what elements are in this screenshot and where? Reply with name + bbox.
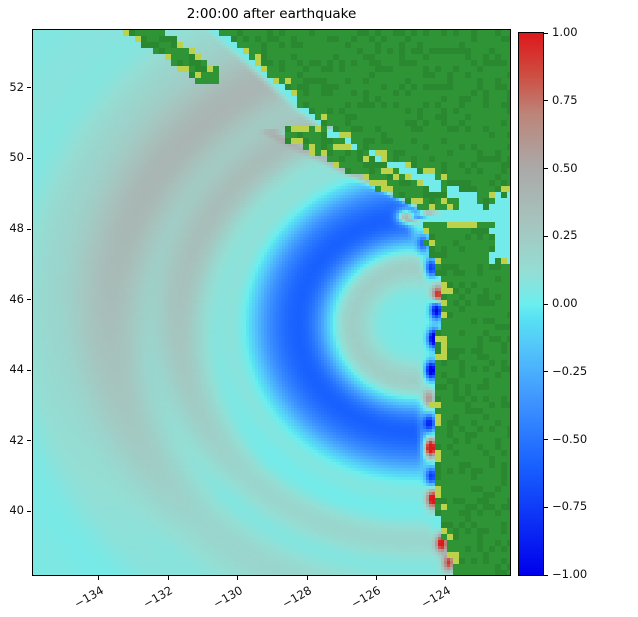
y-tick: [27, 369, 31, 371]
x-tick: [237, 576, 239, 580]
x-tick-label: −132: [140, 583, 176, 611]
colorbar-tick-label: −0.50: [552, 431, 588, 446]
colorbar-tick-label: 0.00: [552, 296, 578, 310]
colorbar-canvas: [518, 32, 544, 576]
x-tick: [306, 576, 308, 580]
colorbar-tick: [544, 32, 548, 34]
colorbar-tick-label: −0.75: [552, 499, 588, 514]
colorbar-tick-label: 0.25: [552, 228, 578, 243]
x-tick-label: −126: [349, 583, 384, 611]
colorbar-tick-label: 1.00: [552, 25, 578, 39]
colorbar-tick-label: 0.75: [552, 92, 578, 107]
colorbar-tick-label: 0.50: [552, 160, 578, 175]
colorbar-tick: [544, 574, 548, 576]
y-tick-label: 50: [9, 150, 24, 165]
colorbar-tick: [544, 168, 548, 169]
colorbar-tick-label: −0.25: [552, 363, 588, 378]
y-tick-label: 44: [9, 362, 24, 377]
y-tick: [27, 87, 31, 89]
y-tick: [27, 157, 31, 159]
x-tick-label: −130: [210, 583, 245, 611]
y-tick-label: 40: [9, 503, 24, 518]
y-tick: [27, 228, 31, 230]
x-tick: [445, 576, 447, 580]
colorbar-tick-label: −1.00: [552, 567, 588, 581]
y-tick: [27, 440, 31, 442]
colorbar-tick: [544, 506, 548, 508]
y-tick-label: 42: [9, 432, 24, 447]
x-tick: [98, 576, 100, 580]
colorbar-tick: [544, 371, 548, 373]
x-tick: [167, 576, 169, 580]
x-tick-label: −124: [418, 583, 453, 611]
y-tick: [27, 299, 31, 301]
y-tick: [27, 510, 31, 512]
x-tick: [375, 576, 377, 580]
chart-title: 2:00:00 after earthquake: [186, 6, 357, 22]
y-tick-label: 52: [9, 79, 24, 94]
y-tick-label: 46: [9, 291, 24, 306]
x-tick-label: −128: [279, 583, 315, 611]
map-canvas: [32, 29, 511, 576]
colorbar-tick: [544, 303, 548, 305]
colorbar-tick: [544, 439, 548, 440]
colorbar-tick: [544, 235, 548, 237]
colorbar-tick: [544, 100, 548, 102]
x-tick-label: −134: [71, 583, 106, 611]
y-tick-label: 48: [9, 221, 24, 236]
